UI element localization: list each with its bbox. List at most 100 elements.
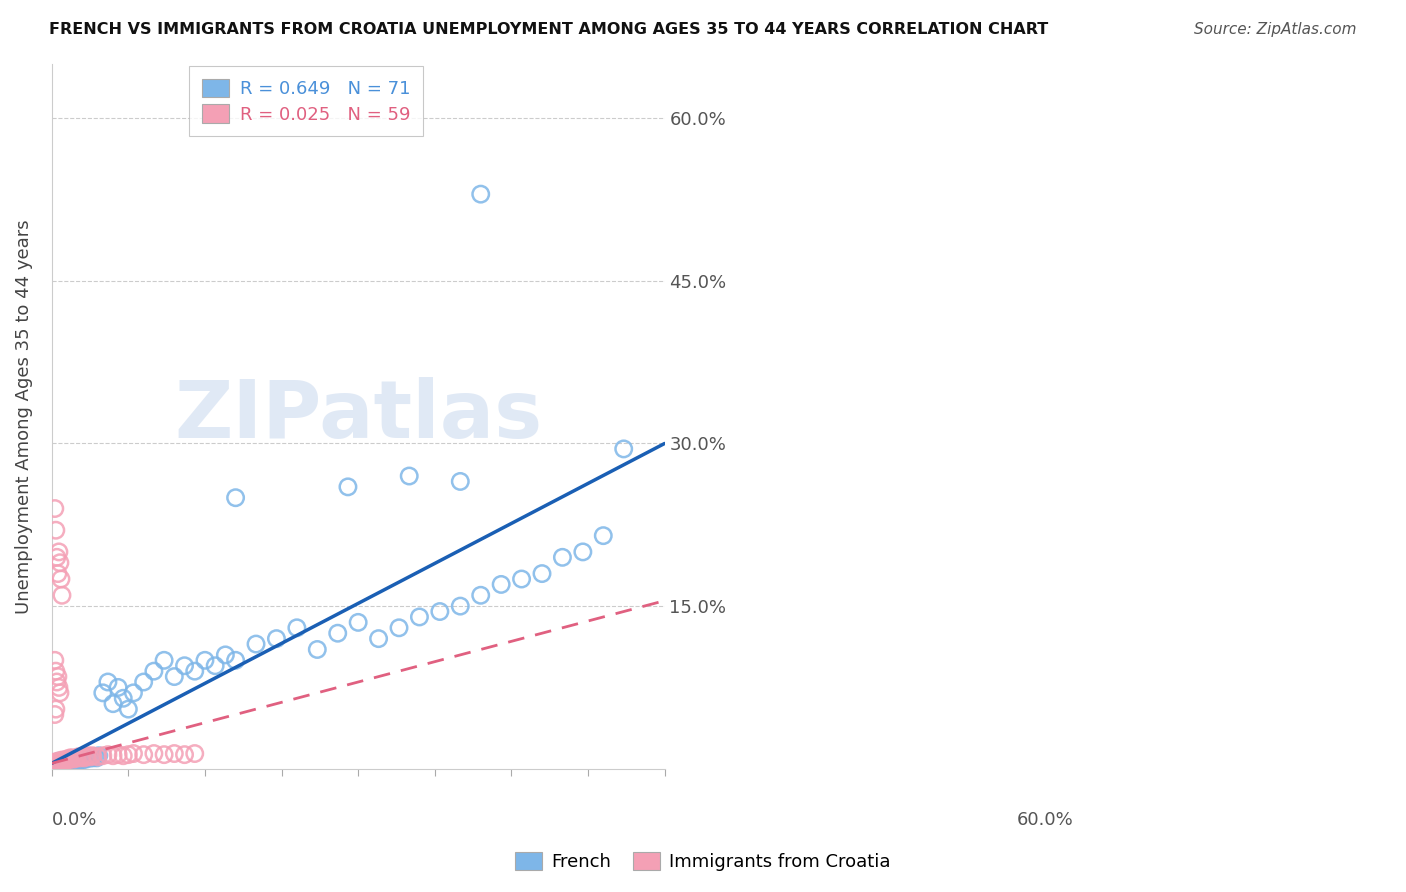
Point — [132, 747, 155, 762]
Point — [79, 749, 101, 764]
Point — [101, 748, 124, 763]
Y-axis label: Unemployment Among Ages 35 to 44 years: Unemployment Among Ages 35 to 44 years — [15, 219, 32, 614]
Point — [91, 686, 114, 700]
Point — [173, 658, 195, 673]
Point — [67, 749, 90, 764]
Point — [45, 523, 67, 537]
Point — [83, 749, 105, 764]
Point — [51, 753, 73, 767]
Point — [204, 658, 226, 673]
Point — [285, 621, 308, 635]
Point — [55, 756, 77, 770]
Point — [214, 648, 236, 662]
Point — [45, 756, 67, 770]
Point — [49, 556, 72, 570]
Point — [44, 501, 66, 516]
Point — [82, 751, 104, 765]
Point — [56, 753, 79, 767]
Point — [82, 748, 104, 763]
Point — [45, 675, 67, 690]
Point — [142, 664, 165, 678]
Point — [53, 753, 76, 767]
Point — [67, 754, 90, 768]
Point — [530, 566, 553, 581]
Point — [52, 754, 75, 768]
Point — [194, 653, 217, 667]
Point — [367, 632, 389, 646]
Point — [77, 749, 100, 764]
Point — [46, 566, 69, 581]
Point — [44, 756, 66, 771]
Point — [449, 599, 471, 613]
Point — [86, 751, 108, 765]
Point — [87, 748, 110, 763]
Point — [53, 754, 76, 768]
Point — [58, 752, 80, 766]
Point — [44, 756, 66, 771]
Point — [107, 747, 129, 762]
Point — [58, 754, 80, 768]
Point — [388, 621, 411, 635]
Point — [408, 610, 430, 624]
Point — [184, 664, 207, 678]
Point — [122, 686, 145, 700]
Point — [153, 653, 176, 667]
Point — [52, 756, 75, 770]
Point — [429, 605, 451, 619]
Point — [45, 756, 67, 770]
Point — [42, 756, 65, 770]
Point — [45, 702, 67, 716]
Point — [225, 653, 247, 667]
Point — [551, 550, 574, 565]
Point — [117, 747, 139, 762]
Point — [56, 752, 79, 766]
Text: ZIPatlas: ZIPatlas — [174, 377, 543, 456]
Point — [49, 756, 72, 770]
Point — [510, 572, 533, 586]
Point — [46, 756, 69, 771]
Point — [60, 754, 83, 768]
Point — [49, 572, 72, 586]
Point — [46, 754, 69, 768]
Point — [60, 751, 83, 765]
Point — [163, 747, 186, 761]
Point — [60, 752, 83, 766]
Point — [245, 637, 267, 651]
Point — [56, 754, 79, 768]
Point — [225, 491, 247, 505]
Text: FRENCH VS IMMIGRANTS FROM CROATIA UNEMPLOYMENT AMONG AGES 35 TO 44 YEARS CORRELA: FRENCH VS IMMIGRANTS FROM CROATIA UNEMPL… — [49, 22, 1049, 37]
Point — [489, 577, 512, 591]
Point — [117, 702, 139, 716]
Legend: R = 0.649   N = 71, R = 0.025   N = 59: R = 0.649 N = 71, R = 0.025 N = 59 — [190, 66, 423, 136]
Point — [91, 748, 114, 763]
Point — [572, 545, 595, 559]
Point — [107, 681, 129, 695]
Point — [49, 754, 72, 768]
Point — [44, 653, 66, 667]
Point — [51, 754, 73, 768]
Point — [470, 588, 492, 602]
Point — [142, 747, 165, 761]
Point — [101, 697, 124, 711]
Point — [48, 681, 70, 695]
Point — [69, 752, 91, 766]
Point — [48, 754, 70, 768]
Point — [470, 187, 492, 202]
Point — [79, 751, 101, 765]
Point — [122, 747, 145, 761]
Point — [326, 626, 349, 640]
Point — [613, 442, 636, 456]
Point — [53, 754, 76, 768]
Point — [72, 749, 94, 764]
Point — [44, 707, 66, 722]
Point — [449, 475, 471, 489]
Point — [77, 748, 100, 763]
Point — [48, 545, 70, 559]
Point — [86, 749, 108, 764]
Point — [112, 748, 135, 763]
Text: Source: ZipAtlas.com: Source: ZipAtlas.com — [1194, 22, 1357, 37]
Point — [59, 753, 82, 767]
Point — [347, 615, 370, 630]
Point — [49, 756, 72, 770]
Point — [65, 753, 87, 767]
